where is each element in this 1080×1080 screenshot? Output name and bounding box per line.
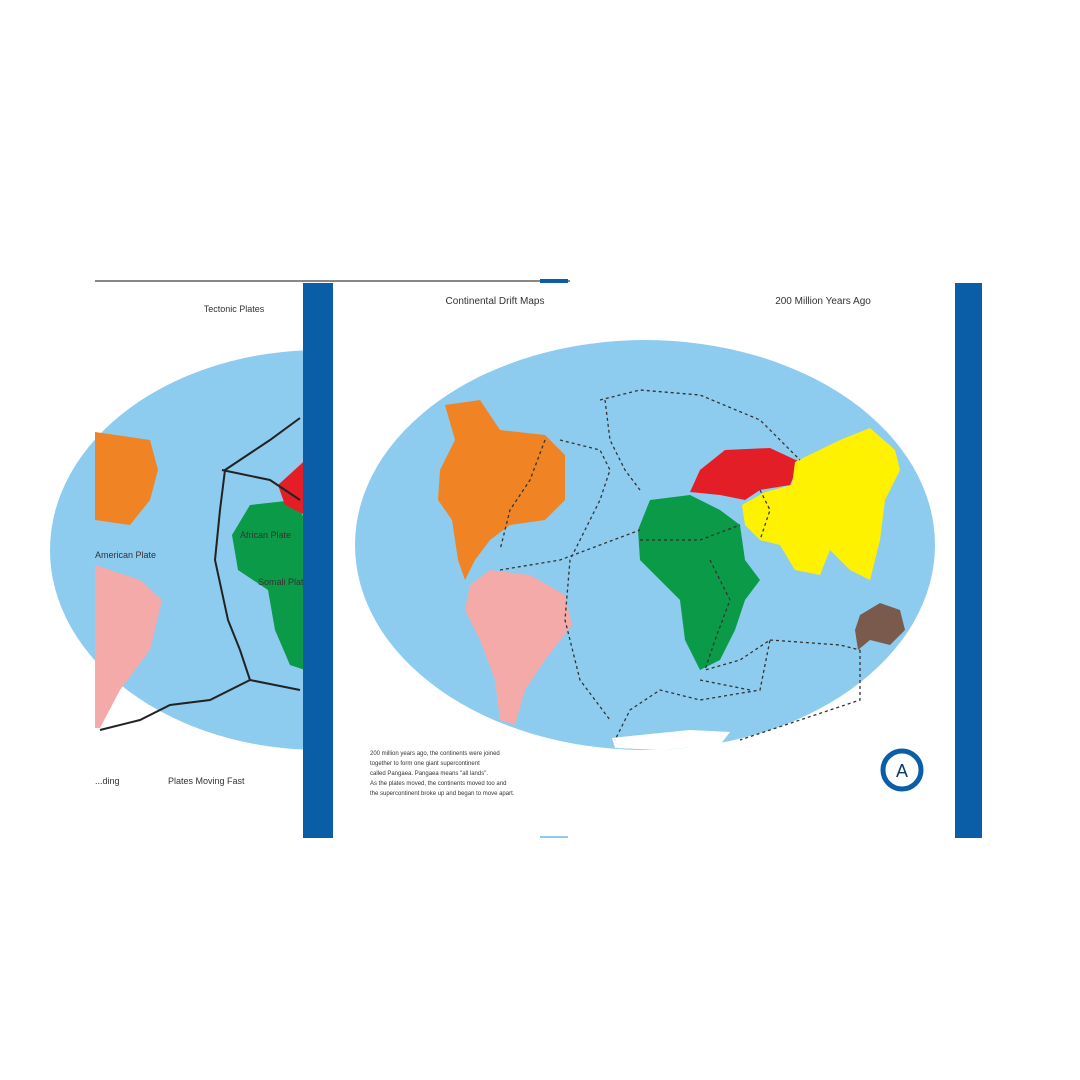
badge-letter: A bbox=[896, 761, 908, 781]
front-card-200-million-years: Continental Drift Maps 200 Million Years… bbox=[303, 283, 982, 838]
plate-label: Somali Plate bbox=[258, 577, 309, 587]
page-title: Continental Drift Maps bbox=[446, 296, 545, 307]
plate-boundaries bbox=[499, 389, 861, 741]
south-america bbox=[465, 570, 572, 725]
europe bbox=[690, 448, 800, 500]
back-africa bbox=[232, 500, 305, 670]
description-line: 200 million years ago, the continents we… bbox=[370, 751, 500, 757]
badge-a: A bbox=[880, 748, 924, 792]
back-plate-boundary bbox=[99, 417, 301, 731]
back-europe bbox=[278, 460, 305, 515]
legend-item: Plates Moving Fast bbox=[168, 776, 245, 786]
north-america bbox=[438, 400, 565, 580]
plate-label: African Plate bbox=[240, 530, 291, 540]
back-title: Tectonic Plates bbox=[204, 304, 265, 314]
australia bbox=[855, 603, 905, 650]
antarctica bbox=[612, 730, 730, 750]
legend-item: ...ding bbox=[95, 776, 120, 786]
asia bbox=[742, 428, 900, 580]
africa bbox=[638, 495, 760, 670]
era-label: 200 Million Years Ago bbox=[775, 296, 871, 307]
description-line: the supercontinent broke up and began to… bbox=[370, 791, 515, 797]
plate-label: American Plate bbox=[95, 550, 156, 560]
description-line: As the plates moved, the continents move… bbox=[370, 781, 506, 787]
description-line: together to form one giant supercontinen… bbox=[370, 761, 480, 767]
description: 200 million years ago, the continents we… bbox=[370, 751, 515, 797]
description-line: called Pangaea. Pangaea means "all lands… bbox=[370, 771, 488, 777]
back-south-america bbox=[95, 565, 162, 728]
back-north-america bbox=[95, 432, 158, 525]
